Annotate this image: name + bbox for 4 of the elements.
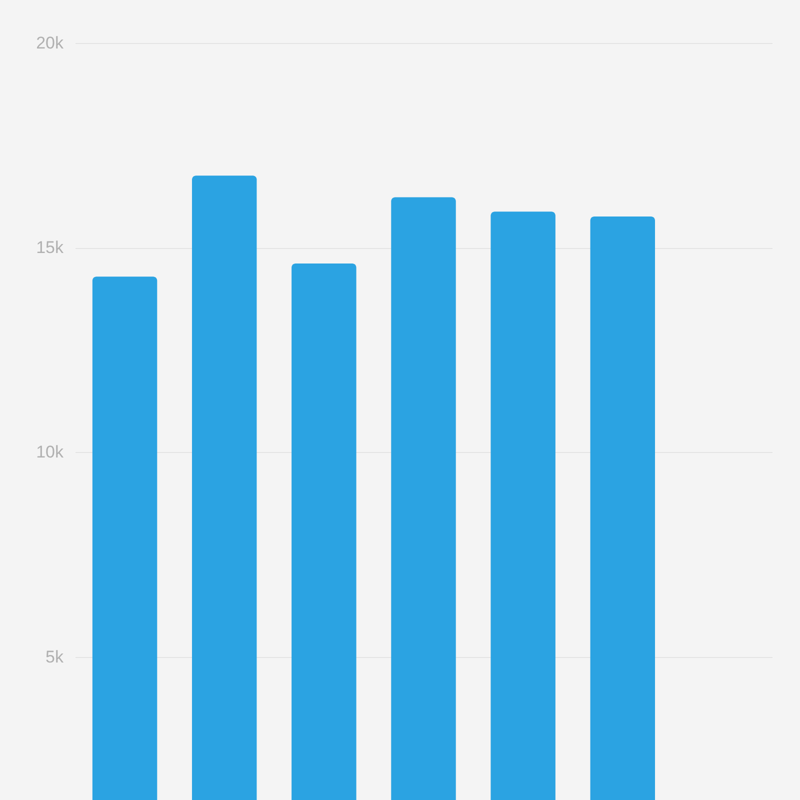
y-tick-label: 15k <box>36 238 64 258</box>
y-tick-label: 10k <box>36 442 64 462</box>
y-tick-label: 20k <box>36 34 64 52</box>
y-tick-label: 5k <box>46 647 64 666</box>
